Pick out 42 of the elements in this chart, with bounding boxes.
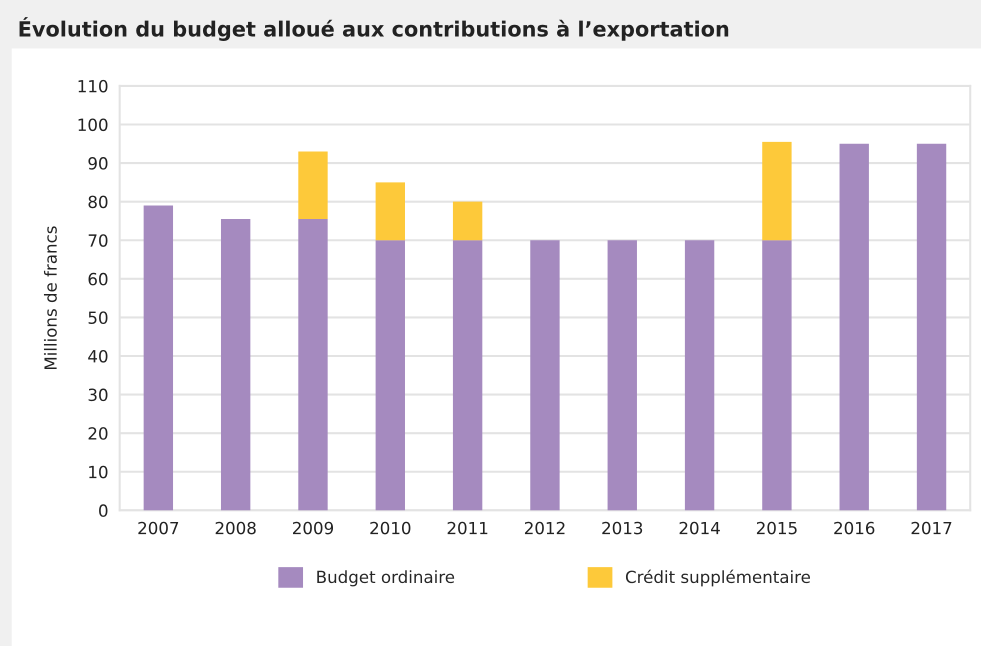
bar	[608, 240, 637, 510]
chart-title: Évolution du budget alloué aux contributions à l’exportation	[20, 17, 728, 41]
x-tick-label: 2007	[138, 522, 178, 534]
legend-label: Budget ordinaire	[317, 570, 454, 586]
x-tick-label: 2016	[834, 522, 874, 534]
legend-label: Crédit supplémentaire	[626, 570, 810, 586]
bar	[916, 144, 946, 510]
bar	[452, 240, 482, 510]
bar	[840, 144, 869, 510]
bar	[530, 240, 560, 510]
y-tick-label: 100	[78, 118, 108, 132]
x-tick-label: 2014	[680, 522, 720, 534]
y-tick-label: 0	[99, 504, 108, 517]
y-axis-title: Millions de francs	[44, 226, 57, 370]
bar	[298, 152, 328, 220]
x-tick-label: 2012	[524, 522, 564, 534]
x-tick-label: 2010	[370, 522, 410, 534]
y-tick-label: 70	[88, 234, 108, 247]
x-tick-label: 2009	[292, 522, 334, 534]
bar	[144, 206, 174, 510]
x-tick-label: 2011	[448, 522, 488, 534]
bar	[220, 219, 250, 510]
bar	[376, 182, 405, 240]
y-tick-label: 40	[88, 350, 108, 363]
bar	[762, 142, 792, 240]
bar	[298, 219, 328, 510]
x-tick-label: 2008	[216, 522, 256, 534]
x-tick-label: 2017	[912, 522, 952, 534]
y-tick-label: 10	[89, 466, 108, 478]
y-tick-label: 110	[78, 80, 108, 92]
y-tick-label: 60	[88, 272, 108, 286]
y-tick-label: 80	[88, 196, 108, 208]
y-tick-label: 30	[88, 388, 108, 402]
x-tick-label: 2013	[602, 522, 642, 534]
y-tick-label: 20	[88, 427, 108, 440]
bar	[762, 240, 792, 510]
bar	[376, 240, 405, 510]
y-tick-label: 90	[88, 157, 108, 170]
bar	[684, 240, 714, 510]
x-tick-label: 2015	[756, 522, 797, 534]
bar	[452, 202, 482, 240]
y-tick-label: 50	[88, 311, 108, 324]
